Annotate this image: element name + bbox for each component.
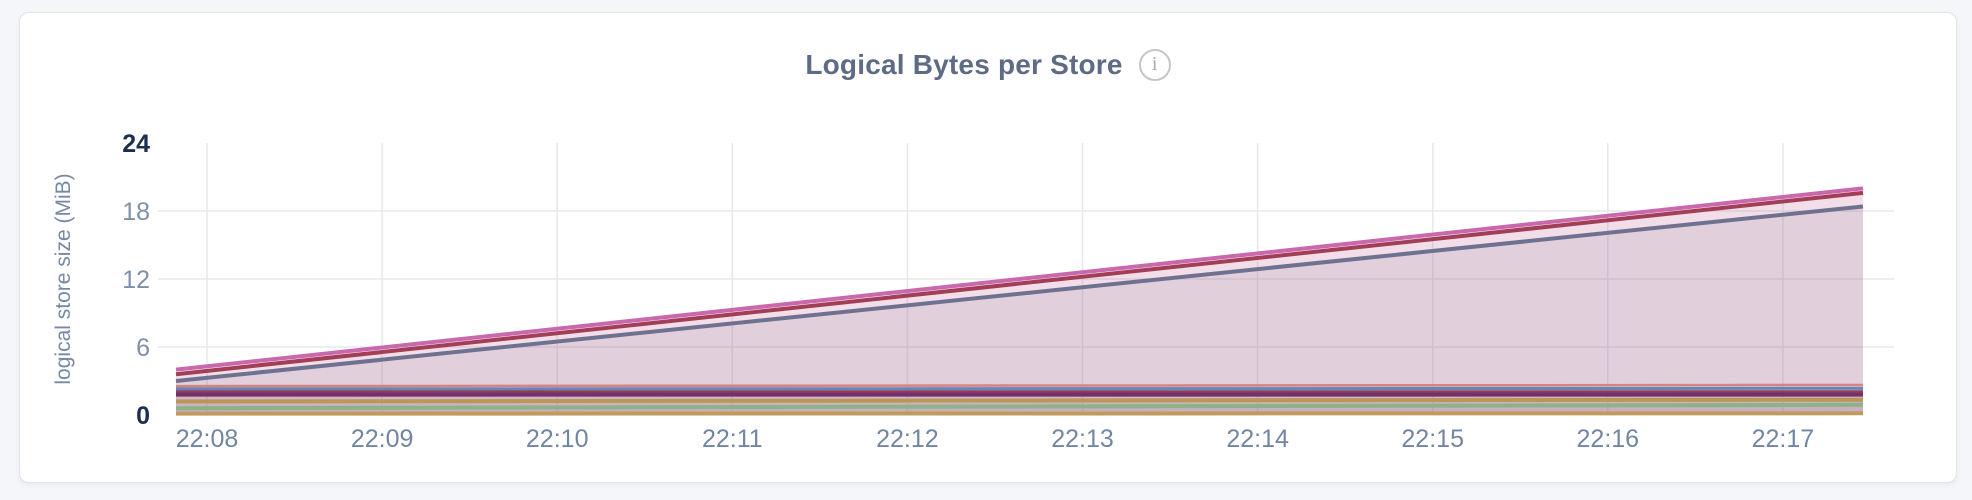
- series-line-store-blue: [175, 386, 1864, 391]
- chart-header: Logical Bytes per Store i: [20, 49, 1956, 81]
- y-tick-label: 18: [122, 198, 150, 226]
- series-line-store-salmon: [175, 383, 1864, 388]
- x-tick-label: 22:10: [526, 425, 589, 453]
- y-axis-label: logical store size (MiB): [52, 173, 75, 384]
- chart-gridlines: [158, 143, 1894, 415]
- x-tick-label: 22:12: [876, 425, 939, 453]
- x-tick-label: 22:09: [351, 425, 414, 453]
- chart-series-lines: [175, 186, 1864, 416]
- x-tick-label: 22:13: [1051, 425, 1114, 453]
- series-line-store-tan: [175, 397, 1864, 404]
- x-tick-label: 22:11: [702, 425, 763, 453]
- x-tick-label: 22:16: [1577, 425, 1640, 453]
- x-tick-label: 22:14: [1226, 425, 1289, 453]
- y-tick-label: 0: [136, 402, 150, 430]
- y-tick-label: 6: [136, 334, 150, 362]
- y-tick-label: 12: [122, 266, 150, 294]
- metric-chart-card: Logical Bytes per Store i: [19, 12, 1957, 483]
- chart-title: Logical Bytes per Store: [805, 49, 1123, 80]
- series-line-store-dark-red: [175, 190, 1864, 377]
- series-line-store-gray-purple: [175, 204, 1864, 383]
- chart-area-fills: [176, 188, 1863, 415]
- series-line-store-green: [175, 402, 1864, 411]
- chart-axes: logical store size (MiB) 22:08 22:09 22:10…: [52, 130, 1814, 453]
- area-fill-store-gray-purple: [176, 206, 1863, 415]
- x-tick-label: 22:17: [1752, 425, 1815, 453]
- x-tick-label: 22:08: [176, 425, 239, 453]
- y-tick-label: 24: [122, 130, 150, 158]
- x-tick-label: 22:15: [1401, 425, 1464, 453]
- info-icon[interactable]: i: [1138, 49, 1171, 81]
- area-fill-store-pink: [176, 188, 1863, 415]
- series-line-store-pink: [175, 186, 1864, 372]
